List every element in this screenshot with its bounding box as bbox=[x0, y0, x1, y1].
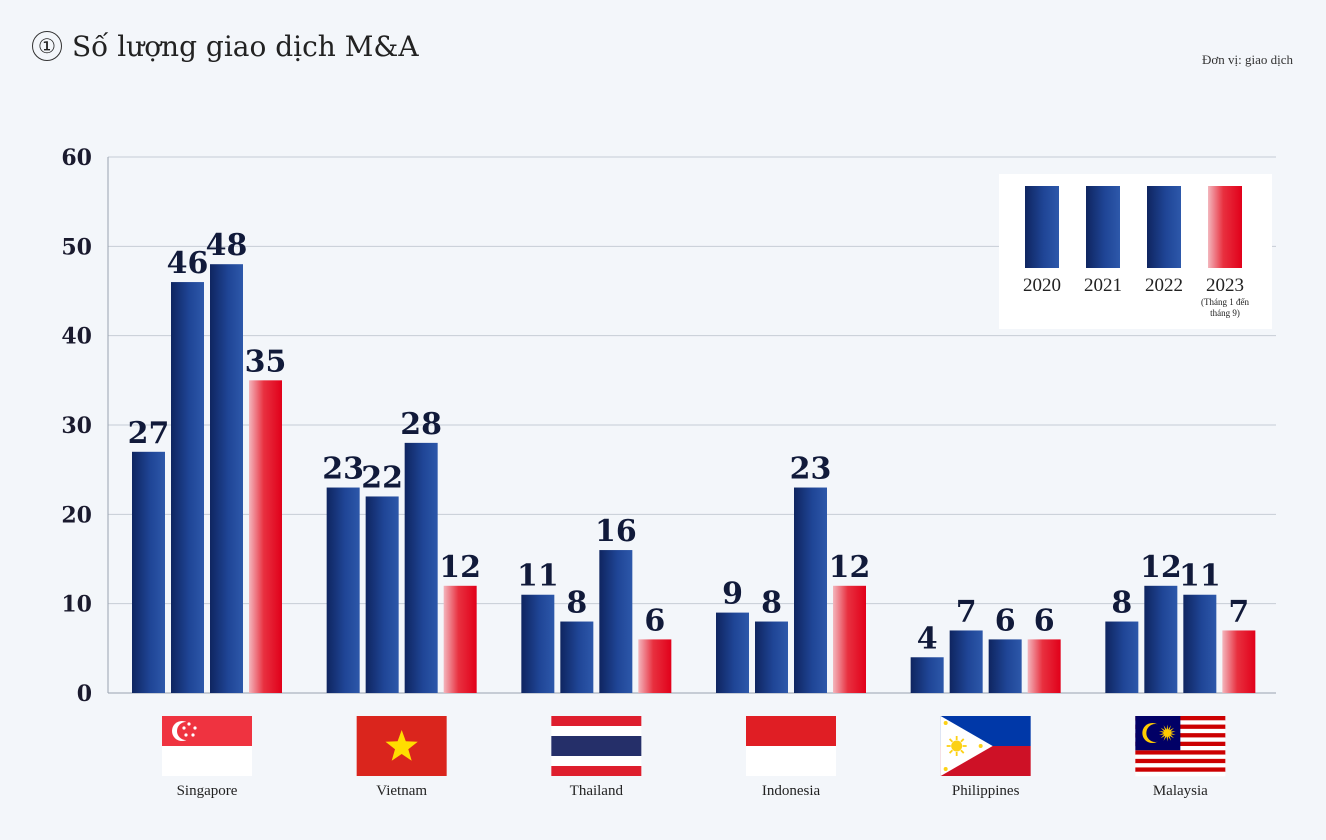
y-tick-label: 30 bbox=[61, 413, 92, 439]
bar-malaysia-2023 bbox=[1222, 630, 1256, 693]
y-tick-label: 60 bbox=[61, 145, 92, 171]
bar-thailand-2023 bbox=[638, 639, 672, 693]
y-tick-label: 40 bbox=[61, 324, 92, 350]
data-label: 12 bbox=[439, 550, 481, 585]
bar-indonesia-2023 bbox=[833, 585, 866, 693]
data-label: 16 bbox=[595, 514, 637, 549]
bar-philippines-2022 bbox=[988, 639, 1022, 693]
data-label: 11 bbox=[1179, 559, 1221, 594]
singapore-flag-icon bbox=[162, 716, 252, 776]
philippines-flag-icon bbox=[940, 716, 1031, 776]
data-label: 46 bbox=[167, 246, 209, 281]
bar-vietnam-2020 bbox=[326, 487, 360, 693]
data-label: 7 bbox=[956, 594, 977, 629]
data-label: 8 bbox=[566, 586, 587, 621]
bar-singapore-2023 bbox=[249, 380, 282, 693]
y-tick-label: 10 bbox=[61, 592, 92, 618]
bar-singapore-2021 bbox=[171, 282, 204, 693]
category-label: Singapore bbox=[177, 783, 238, 799]
bar-indonesia-2021 bbox=[755, 621, 788, 693]
legend-swatch-2022 bbox=[1147, 186, 1181, 268]
legend-label: 2020 bbox=[1023, 275, 1061, 296]
thailand-flag-icon bbox=[551, 716, 642, 776]
data-label: 7 bbox=[1228, 594, 1249, 629]
data-label: 6 bbox=[644, 603, 665, 638]
y-tick-label: 20 bbox=[61, 502, 92, 528]
legend-label: 2023 bbox=[1206, 275, 1244, 296]
data-label: 12 bbox=[1140, 550, 1182, 585]
data-label: 22 bbox=[361, 460, 403, 495]
chart-title-text: Số lượng giao dịch M&A bbox=[72, 30, 419, 63]
category-label: Thailand bbox=[570, 783, 624, 799]
data-label: 27 bbox=[128, 416, 170, 451]
data-label: 23 bbox=[790, 452, 832, 487]
bar-singapore-2020 bbox=[132, 451, 165, 693]
legend-note-line: tháng 9) bbox=[1210, 308, 1240, 318]
bar-vietnam-2023 bbox=[443, 585, 477, 693]
category-label: Malaysia bbox=[1153, 783, 1208, 799]
title-number-marker: ① bbox=[32, 31, 62, 61]
bar-singapore-2022 bbox=[210, 264, 243, 693]
bar-thailand-2021 bbox=[560, 621, 594, 693]
category-label: Philippines bbox=[952, 783, 1020, 799]
malaysia-flag-icon bbox=[1135, 716, 1226, 777]
data-label: 23 bbox=[322, 452, 364, 487]
legend-swatch-2020 bbox=[1025, 186, 1059, 268]
vietnam-flag-icon bbox=[356, 716, 447, 776]
bar-malaysia-2021 bbox=[1144, 585, 1178, 693]
bar-vietnam-2021 bbox=[365, 496, 399, 693]
bar-thailand-2020 bbox=[521, 594, 555, 693]
bar-indonesia-2020 bbox=[716, 612, 749, 693]
data-label: 11 bbox=[517, 559, 559, 594]
data-label: 6 bbox=[995, 603, 1016, 638]
bar-vietnam-2022 bbox=[404, 442, 438, 693]
unit-label: Đơn vị: giao dịch bbox=[1202, 52, 1293, 67]
category-label: Vietnam bbox=[376, 783, 427, 799]
category-label: Indonesia bbox=[762, 783, 821, 799]
bar-thailand-2022 bbox=[599, 550, 633, 693]
legend-label: 2021 bbox=[1084, 275, 1122, 296]
data-label: 4 bbox=[917, 621, 938, 656]
bar-philippines-2020 bbox=[910, 657, 944, 693]
data-label: 9 bbox=[722, 577, 743, 612]
data-label: 8 bbox=[1111, 586, 1132, 621]
legend-note-line: (Tháng 1 đến bbox=[1201, 297, 1249, 307]
bar-indonesia-2022 bbox=[794, 487, 827, 693]
indonesia-flag-icon bbox=[746, 716, 836, 776]
bar-philippines-2021 bbox=[949, 630, 983, 693]
data-label: 6 bbox=[1034, 603, 1055, 638]
legend-swatch-2023 bbox=[1208, 186, 1242, 268]
bar-philippines-2023 bbox=[1027, 639, 1061, 693]
y-tick-label: 50 bbox=[61, 234, 92, 260]
legend-swatch-2021 bbox=[1086, 186, 1120, 268]
bar-malaysia-2020 bbox=[1105, 621, 1139, 693]
legend-label: 2022 bbox=[1145, 275, 1183, 296]
data-label: 28 bbox=[400, 407, 442, 442]
data-label: 8 bbox=[761, 586, 782, 621]
chart-title: ① Số lượng giao dịch M&A bbox=[32, 30, 419, 63]
data-label: 12 bbox=[829, 550, 871, 585]
data-label: 48 bbox=[206, 228, 248, 263]
y-tick-label: 0 bbox=[77, 681, 92, 707]
data-label: 35 bbox=[245, 344, 287, 379]
bar-malaysia-2022 bbox=[1183, 594, 1217, 693]
